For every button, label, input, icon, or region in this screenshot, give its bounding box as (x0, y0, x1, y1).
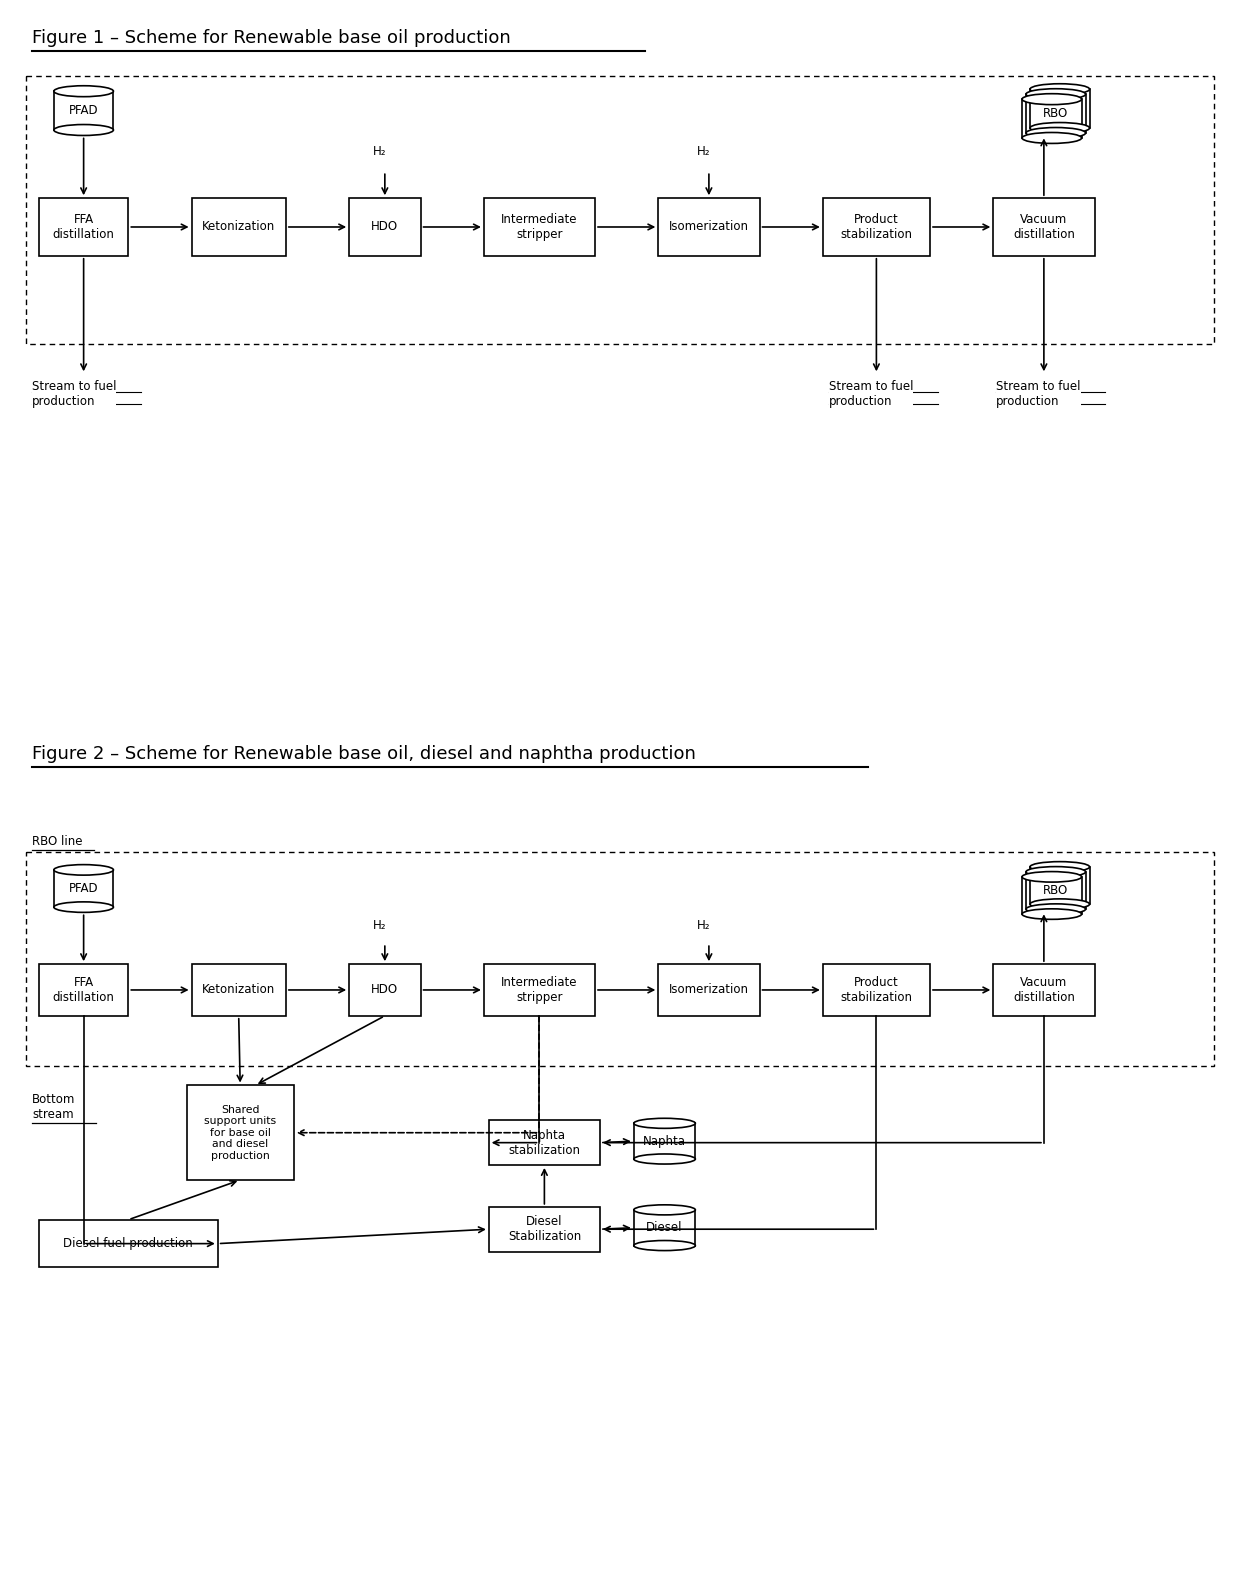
Polygon shape (634, 1124, 696, 1159)
Text: Vacuum
distillation: Vacuum distillation (1013, 213, 1075, 241)
Ellipse shape (1025, 89, 1085, 100)
FancyBboxPatch shape (38, 963, 128, 1016)
Ellipse shape (53, 86, 113, 97)
Ellipse shape (1030, 84, 1090, 95)
FancyBboxPatch shape (350, 198, 420, 256)
Ellipse shape (1025, 127, 1085, 138)
Text: Product
stabilization: Product stabilization (841, 213, 913, 241)
Ellipse shape (1022, 871, 1081, 882)
Text: RBO line: RBO line (32, 835, 83, 847)
FancyBboxPatch shape (823, 963, 930, 1016)
FancyBboxPatch shape (350, 963, 420, 1016)
FancyBboxPatch shape (993, 963, 1095, 1016)
FancyBboxPatch shape (489, 1206, 600, 1252)
Text: Stream to fuel
production: Stream to fuel production (32, 381, 117, 408)
Text: Bottom
stream: Bottom stream (32, 1093, 76, 1122)
Text: Stream to fuel
production: Stream to fuel production (996, 381, 1081, 408)
FancyBboxPatch shape (993, 198, 1095, 256)
Text: Isomerization: Isomerization (668, 221, 749, 233)
Text: Shared
support units
for base oil
and diesel
production: Shared support units for base oil and di… (205, 1105, 277, 1162)
Text: Diesel: Diesel (646, 1222, 683, 1235)
Polygon shape (53, 870, 113, 908)
FancyBboxPatch shape (26, 852, 1214, 1065)
Ellipse shape (53, 901, 113, 913)
FancyBboxPatch shape (658, 963, 760, 1016)
FancyBboxPatch shape (484, 198, 595, 256)
FancyBboxPatch shape (489, 1120, 600, 1165)
Text: Diesel fuel production: Diesel fuel production (63, 1238, 193, 1251)
FancyBboxPatch shape (191, 198, 286, 256)
FancyBboxPatch shape (823, 198, 930, 256)
Ellipse shape (1030, 122, 1090, 133)
Ellipse shape (634, 1205, 696, 1216)
Text: Naphta
stabilization: Naphta stabilization (508, 1128, 580, 1157)
FancyBboxPatch shape (186, 1086, 294, 1181)
Ellipse shape (634, 1119, 696, 1128)
Polygon shape (1022, 98, 1081, 138)
Ellipse shape (1030, 898, 1090, 909)
Text: H₂: H₂ (373, 146, 387, 159)
Polygon shape (634, 1209, 696, 1246)
Ellipse shape (1022, 132, 1081, 143)
Polygon shape (1025, 871, 1085, 909)
Polygon shape (1030, 867, 1090, 905)
Ellipse shape (1022, 94, 1081, 105)
Text: HDO: HDO (371, 984, 398, 997)
Text: FFA
distillation: FFA distillation (52, 976, 114, 1005)
Text: Diesel
Stabilization: Diesel Stabilization (507, 1216, 582, 1243)
FancyBboxPatch shape (484, 963, 595, 1016)
FancyBboxPatch shape (658, 198, 760, 256)
Text: Ketonization: Ketonization (202, 984, 275, 997)
Text: Figure 1 – Scheme for Renewable base oil production: Figure 1 – Scheme for Renewable base oil… (32, 29, 511, 48)
Polygon shape (1030, 89, 1090, 129)
Ellipse shape (1025, 867, 1085, 878)
Text: H₂: H₂ (697, 146, 711, 159)
Text: RBO: RBO (1043, 884, 1069, 897)
Ellipse shape (634, 1241, 696, 1251)
FancyBboxPatch shape (26, 76, 1214, 344)
Text: FFA
distillation: FFA distillation (52, 213, 114, 241)
FancyBboxPatch shape (191, 963, 286, 1016)
FancyBboxPatch shape (38, 1220, 218, 1268)
Ellipse shape (53, 865, 113, 874)
Text: RBO: RBO (1043, 106, 1069, 121)
Text: Naphta: Naphta (644, 1135, 686, 1147)
Text: H₂: H₂ (373, 919, 387, 932)
Polygon shape (1022, 878, 1081, 914)
Text: Product
stabilization: Product stabilization (841, 976, 913, 1005)
Ellipse shape (1030, 862, 1090, 873)
Text: Intermediate
stripper: Intermediate stripper (501, 213, 578, 241)
Text: Intermediate
stripper: Intermediate stripper (501, 976, 578, 1005)
FancyBboxPatch shape (38, 198, 128, 256)
Ellipse shape (1022, 909, 1081, 919)
Text: Figure 2 – Scheme for Renewable base oil, diesel and naphtha production: Figure 2 – Scheme for Renewable base oil… (32, 746, 696, 763)
Text: Stream to fuel
production: Stream to fuel production (828, 381, 913, 408)
Ellipse shape (1025, 905, 1085, 914)
Polygon shape (1025, 94, 1085, 133)
Text: HDO: HDO (371, 221, 398, 233)
Text: Isomerization: Isomerization (668, 984, 749, 997)
Text: H₂: H₂ (697, 919, 711, 932)
Ellipse shape (53, 124, 113, 135)
Text: Ketonization: Ketonization (202, 221, 275, 233)
Ellipse shape (634, 1154, 696, 1163)
Text: PFAD: PFAD (68, 105, 98, 117)
Text: Vacuum
distillation: Vacuum distillation (1013, 976, 1075, 1005)
Text: PFAD: PFAD (68, 882, 98, 895)
Polygon shape (53, 90, 113, 130)
